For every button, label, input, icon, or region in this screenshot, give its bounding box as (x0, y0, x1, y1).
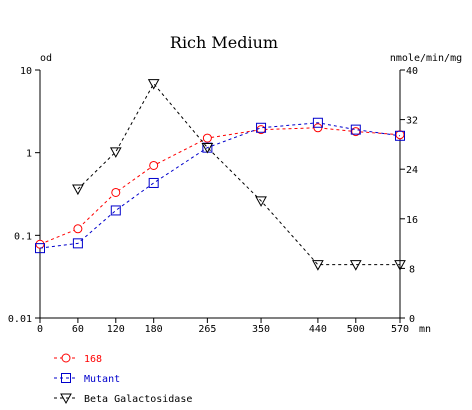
legend: 168 Mutant Beta Galactosidase (54, 353, 192, 405)
series-2 (72, 79, 406, 271)
data-point (111, 187, 121, 197)
legend-item: 168 (54, 353, 102, 365)
series-line (39, 122, 401, 249)
left-tick-label: 10 (20, 66, 32, 77)
chart-title: Rich Medium (170, 33, 278, 52)
x-tick-label: 60 (72, 324, 84, 335)
x-tick-label: 500 (347, 324, 365, 335)
legend-label: 168 (84, 354, 102, 365)
data-point (73, 224, 83, 234)
right-tick-label: 8 (409, 264, 415, 275)
series-line (77, 82, 400, 266)
data-point (313, 123, 323, 133)
data-point (255, 196, 267, 207)
data-point (312, 260, 324, 271)
data-point (110, 205, 121, 216)
left-tick-label: 1 (26, 149, 32, 160)
x-tick-label: 180 (145, 324, 163, 335)
legend-label: Mutant (84, 374, 120, 385)
legend-item: Mutant (54, 373, 120, 385)
x-axis-label: mn (419, 324, 431, 335)
data-point (312, 117, 323, 128)
data-point (35, 239, 45, 249)
legend-label: Beta Galactosidase (84, 394, 192, 405)
data-point (394, 260, 406, 271)
series-1 (35, 117, 405, 254)
x-tick-label: 570 (391, 324, 409, 335)
series-0 (35, 123, 405, 249)
data-point (148, 177, 159, 188)
x-tick-label: 120 (107, 324, 125, 335)
data-point (202, 133, 212, 143)
right-tick-label: 32 (406, 116, 418, 127)
series-layer (35, 79, 406, 271)
x-tick-label: 265 (198, 324, 216, 335)
data-point (35, 243, 45, 254)
data-point (149, 160, 159, 170)
data-point (109, 147, 122, 158)
data-point (349, 260, 362, 271)
data-point (147, 79, 160, 90)
x-tick-label: 0 (37, 324, 43, 335)
right-tick-label: 16 (406, 215, 418, 226)
data-point (395, 130, 405, 140)
data-point (72, 238, 83, 249)
legend-marker (60, 393, 72, 405)
left-axis-label: od (40, 53, 52, 64)
data-point (201, 143, 214, 154)
right-tick-label: 40 (406, 66, 418, 77)
x-tick-label: 350 (252, 324, 270, 335)
left-tick-label: 0.01 (8, 314, 32, 325)
series-line (39, 127, 401, 245)
legend-marker (61, 373, 71, 383)
legend-marker (61, 353, 71, 363)
left-tick-label: 0.1 (14, 231, 32, 242)
data-point (256, 122, 267, 133)
axes: 0 60 120 180 265 350 440 500 570 0.01 0.1 1 10 0 8 16 24… (8, 66, 418, 335)
x-tick-label: 440 (309, 324, 327, 335)
legend-item: Beta Galactosidase (54, 393, 192, 405)
data-point (350, 124, 361, 135)
right-axis-label: nmole/min/mg (390, 53, 462, 64)
right-tick-label: 24 (406, 165, 418, 176)
data-point (395, 130, 405, 141)
right-tick-label: 0 (409, 314, 415, 325)
data-point (72, 184, 84, 196)
